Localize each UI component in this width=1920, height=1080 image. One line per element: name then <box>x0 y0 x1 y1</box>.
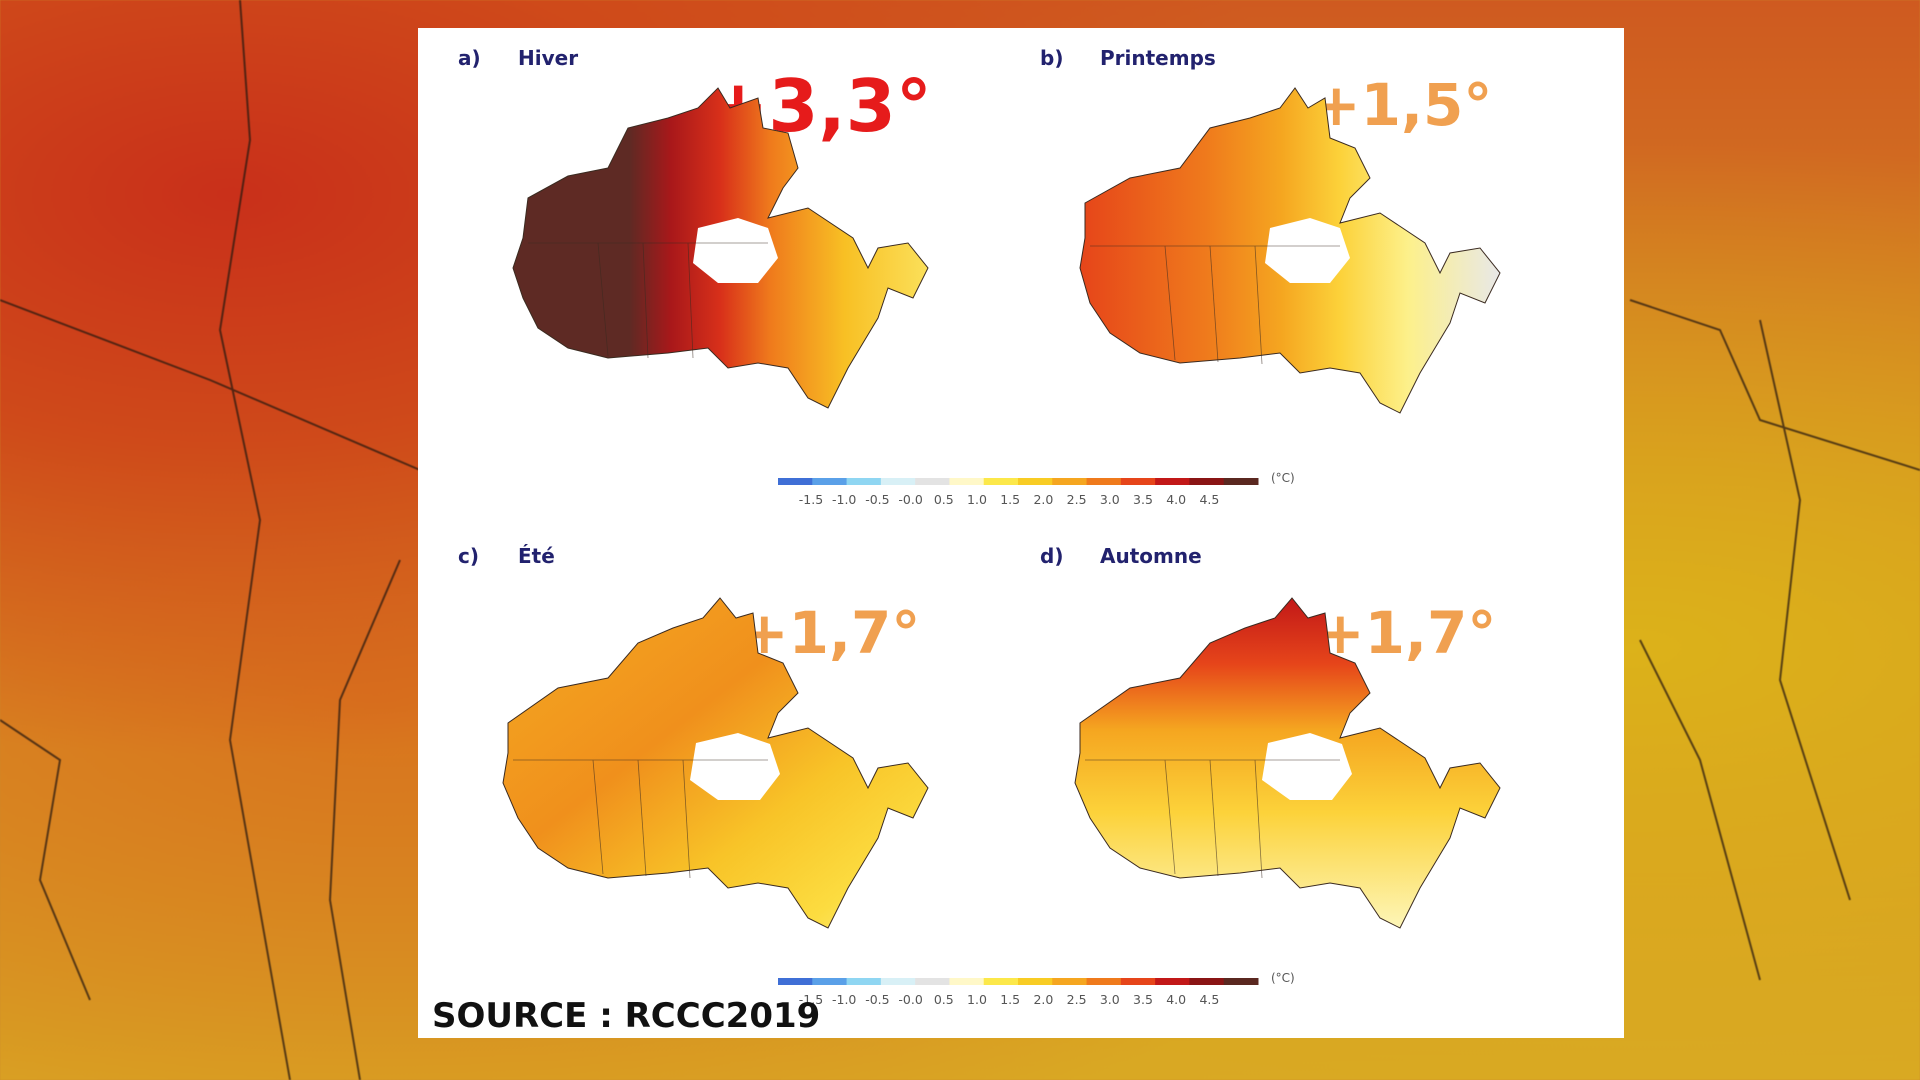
colorbar-tick-label: 4.0 <box>1166 992 1187 1007</box>
colorbar-tick-label: 1.5 <box>1000 992 1021 1007</box>
colorbar-tick-label: 1.5 <box>1000 492 1021 507</box>
colorbar-swatch <box>915 478 950 485</box>
colorbar-tick-label: -1.0 <box>831 492 857 507</box>
colorbar-tick-label: 0.5 <box>933 992 954 1007</box>
colorbar-tick-label: -1.5 <box>798 492 824 507</box>
colorbar-swatch <box>1223 978 1259 985</box>
colorbar-swatch <box>1052 978 1088 985</box>
colorbar-swatch <box>880 478 916 485</box>
panel-letter-d: d) <box>1040 544 1064 568</box>
season-title-spring: Printemps <box>1100 46 1216 70</box>
colorbar-tick-label: -0.5 <box>865 492 890 507</box>
panel-letter-b: b) <box>1040 46 1064 70</box>
season-title-autumn: Automne <box>1100 544 1202 568</box>
colorbar-tick-label: 1.0 <box>967 992 987 1007</box>
colorbar-swatch <box>1189 478 1225 485</box>
colorbar-swatch <box>1120 478 1156 485</box>
source-caption: SOURCE : RCCC2019 <box>432 996 821 1036</box>
colorbar-tick-label: 4.0 <box>1166 492 1187 507</box>
colorbar-tick-label: 4.5 <box>1199 992 1220 1007</box>
colorbar-bottom <box>778 978 1259 985</box>
colorbar-swatch <box>880 978 916 985</box>
summer-change-value: +1,7° <box>740 599 921 667</box>
colorbar-swatch <box>1189 978 1225 985</box>
colorbar-swatch <box>983 478 1019 485</box>
season-title-summer: Été <box>518 544 555 568</box>
colorbar-tick-label: -0.5 <box>865 992 890 1007</box>
colorbar-tick-label: 3.5 <box>1133 992 1153 1007</box>
map-spring <box>1079 87 1501 414</box>
colorbar-swatch <box>1052 478 1088 485</box>
colorbar-swatch <box>1018 978 1053 985</box>
autumn-change-value: +1,7° <box>1316 599 1497 667</box>
season-title-winter: Hiver <box>518 46 579 70</box>
colorbar-swatch <box>949 478 985 485</box>
colorbar-tick-label: -1.5 <box>798 992 824 1007</box>
colorbar-swatch <box>1086 478 1122 485</box>
colorbar-tick-label: 3.0 <box>1099 992 1120 1007</box>
colorbar-tick-label: 2.0 <box>1033 992 1054 1007</box>
colorbar-swatch <box>915 978 950 985</box>
colorbar-swatch <box>1018 478 1053 485</box>
colorbar-tick-label: 2.0 <box>1033 492 1054 507</box>
colorbar-tick-label: 0.5 <box>933 492 954 507</box>
colorbar-swatch <box>1086 978 1122 985</box>
colorbar-swatch <box>846 978 882 985</box>
colorbar-bottom-unit: (°C) <box>1271 971 1295 985</box>
colorbar-tick-label: 2.5 <box>1066 492 1087 507</box>
colorbar-swatch <box>983 978 1019 985</box>
map-winter <box>512 87 929 409</box>
map-autumn <box>1074 597 1501 929</box>
colorbar-swatch <box>778 978 813 985</box>
colorbar-swatch <box>1155 478 1190 485</box>
colorbar-swatch <box>812 978 848 985</box>
figure-panel: a) Hiver +3,3° b) Printemps +1,5° <box>418 28 1624 1038</box>
colorbar-tick-label: 1.0 <box>967 492 987 507</box>
panel-letter-c: c) <box>458 544 479 568</box>
colorbar-top-unit: (°C) <box>1271 471 1295 485</box>
colorbar-tick-label: -0.0 <box>898 492 923 507</box>
colorbar-tick-label: 2.5 <box>1066 992 1087 1007</box>
colorbar-swatch <box>1155 978 1190 985</box>
colorbar-top <box>778 478 1259 485</box>
colorbar-swatch <box>846 478 882 485</box>
colorbar-tick-label: 4.5 <box>1199 492 1220 507</box>
colorbar-tick-label: 3.5 <box>1133 492 1153 507</box>
panel-letter-a: a) <box>458 46 481 70</box>
colorbar-tick-label: -0.0 <box>898 992 923 1007</box>
colorbar-swatch <box>949 978 985 985</box>
colorbar-swatch <box>778 478 813 485</box>
colorbar-swatch <box>1120 978 1156 985</box>
spring-change-value: +1,5° <box>1312 71 1493 139</box>
colorbar-tick-label: 3.0 <box>1099 492 1120 507</box>
colorbar-swatch <box>812 478 848 485</box>
colorbar-swatch <box>1223 478 1259 485</box>
map-summer <box>502 597 929 929</box>
colorbar-tick-label: -1.0 <box>831 992 857 1007</box>
